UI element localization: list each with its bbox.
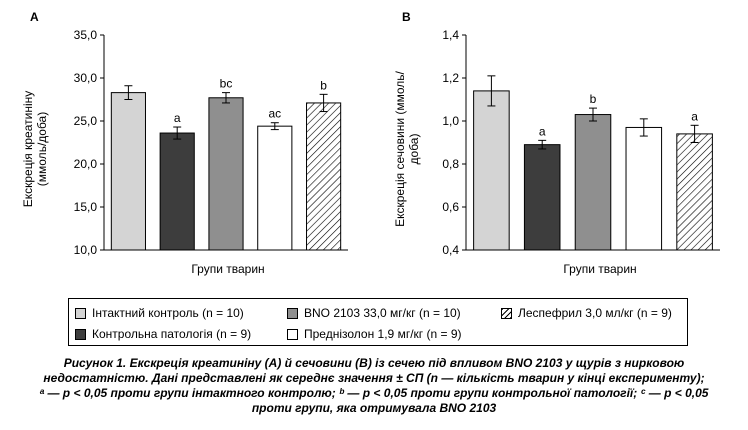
y-tick-label-a-2: 20,0 <box>74 157 98 171</box>
panel-label-a: A <box>30 10 39 24</box>
legend-label-intact: Інтактний контроль (n = 10) <box>92 306 244 320</box>
bar-a-0 <box>110 92 146 251</box>
figure: A B 10,0 15,0 20,0 25,0 30,0 35,0 a bc ac b 0,4 0,… <box>21 10 720 346</box>
caption-line-1: Рисунок 1. Екскреція креатиніну (А) й се… <box>63 356 685 370</box>
data-label-a-2: bc <box>220 77 233 91</box>
y-axis-label-a: Екскреція креатиніну (ммоль/доба) <box>21 90 49 208</box>
panel-a-chart: 10,0 15,0 20,0 25,0 30,0 35,0 a bc ac b <box>74 28 348 257</box>
bar-b-2 <box>574 114 612 251</box>
y-tick-label-a-1: 15,0 <box>74 200 98 214</box>
legend-label-pathology: Контрольна патологія (n = 9) <box>92 327 252 341</box>
y-tick-label-a-0: 10,0 <box>74 243 98 257</box>
y-tick-label-b-0: 0,4 <box>442 243 459 257</box>
bar-b-1 <box>523 144 561 251</box>
legend-item-bno: BNO 2103 33,0 мг/кг (n = 10) <box>287 306 461 320</box>
panel-b-chart: 0,4 0,6 0,8 1,0 1,2 1,4 a b a <box>442 28 720 257</box>
legend-swatch-pathology <box>75 328 86 340</box>
data-label-b-1: a <box>539 124 546 138</box>
bar-a-1 <box>159 132 195 251</box>
y-tick-label-a-5: 35,0 <box>74 28 98 42</box>
caption-line-2: недостатністю. Дані представлені як сере… <box>43 371 705 385</box>
legend-item-prednisolone: Преднізолон 1,9 мг/кг (n = 9) <box>287 327 462 341</box>
bar-b-4 <box>676 133 713 251</box>
data-label-a-4: b <box>320 78 327 92</box>
legend-swatch-prednisolone <box>287 328 298 340</box>
bar-a-2 <box>208 97 244 251</box>
y-tick-label-a-4: 30,0 <box>74 71 98 85</box>
caption-line-3: ᵃ — р < 0,05 проти групи інтактного конт… <box>39 386 709 400</box>
x-axis-label-b: Групи тварин <box>563 262 637 276</box>
data-label-a-3: ac <box>268 107 281 121</box>
caption-line-4: проти групи, яка отримувала BNO 2103 <box>251 401 497 415</box>
legend-swatch-intact <box>75 307 86 319</box>
bar-b-0 <box>473 90 510 251</box>
legend-swatch-lespefril <box>501 307 512 319</box>
legend-item-intact: Інтактний контроль (n = 10) <box>75 306 244 320</box>
x-axis-label-a: Групи тварин <box>191 262 265 276</box>
y-tick-label-b-1: 0,6 <box>442 200 459 214</box>
data-label-b-2: b <box>590 92 597 106</box>
y-tick-label-a-3: 25,0 <box>74 114 98 128</box>
legend: Інтактний контроль (n = 10) BNO 2103 33,… <box>68 298 688 346</box>
bar-a-3 <box>257 125 293 251</box>
y-tick-label-b-3: 1,0 <box>442 114 459 128</box>
legend-label-prednisolone: Преднізолон 1,9 мг/кг (n = 9) <box>304 327 462 341</box>
y-tick-label-b-5: 1,4 <box>442 28 459 42</box>
legend-swatch-bno <box>287 307 298 319</box>
legend-label-lespefril: Леспефрил 3,0 мл/кг (n = 9) <box>518 306 672 320</box>
bar-a-4 <box>306 102 342 251</box>
data-label-b-4: a <box>691 109 698 123</box>
y-axis-label-b: Екскреція сечовини (ммоль/доба) <box>393 71 421 227</box>
bar-b-3 <box>625 126 663 251</box>
legend-label-bno: BNO 2103 33,0 мг/кг (n = 10) <box>304 306 461 320</box>
chart-svg: 10,0 15,0 20,0 25,0 30,0 35,0 a bc ac b 0,4 0,6 0,8… <box>74 28 720 257</box>
y-tick-label-b-2: 0,8 <box>442 157 459 171</box>
legend-item-lespefril: Леспефрил 3,0 мл/кг (n = 9) <box>501 306 672 320</box>
data-label-a-1: a <box>174 111 181 125</box>
figure-caption: Рисунок 1. Екскреція креатиніну (А) й се… <box>0 356 748 416</box>
panel-label-b: B <box>402 10 411 24</box>
y-tick-label-b-4: 1,2 <box>442 71 459 85</box>
legend-item-pathology: Контрольна патологія (n = 9) <box>75 327 251 341</box>
